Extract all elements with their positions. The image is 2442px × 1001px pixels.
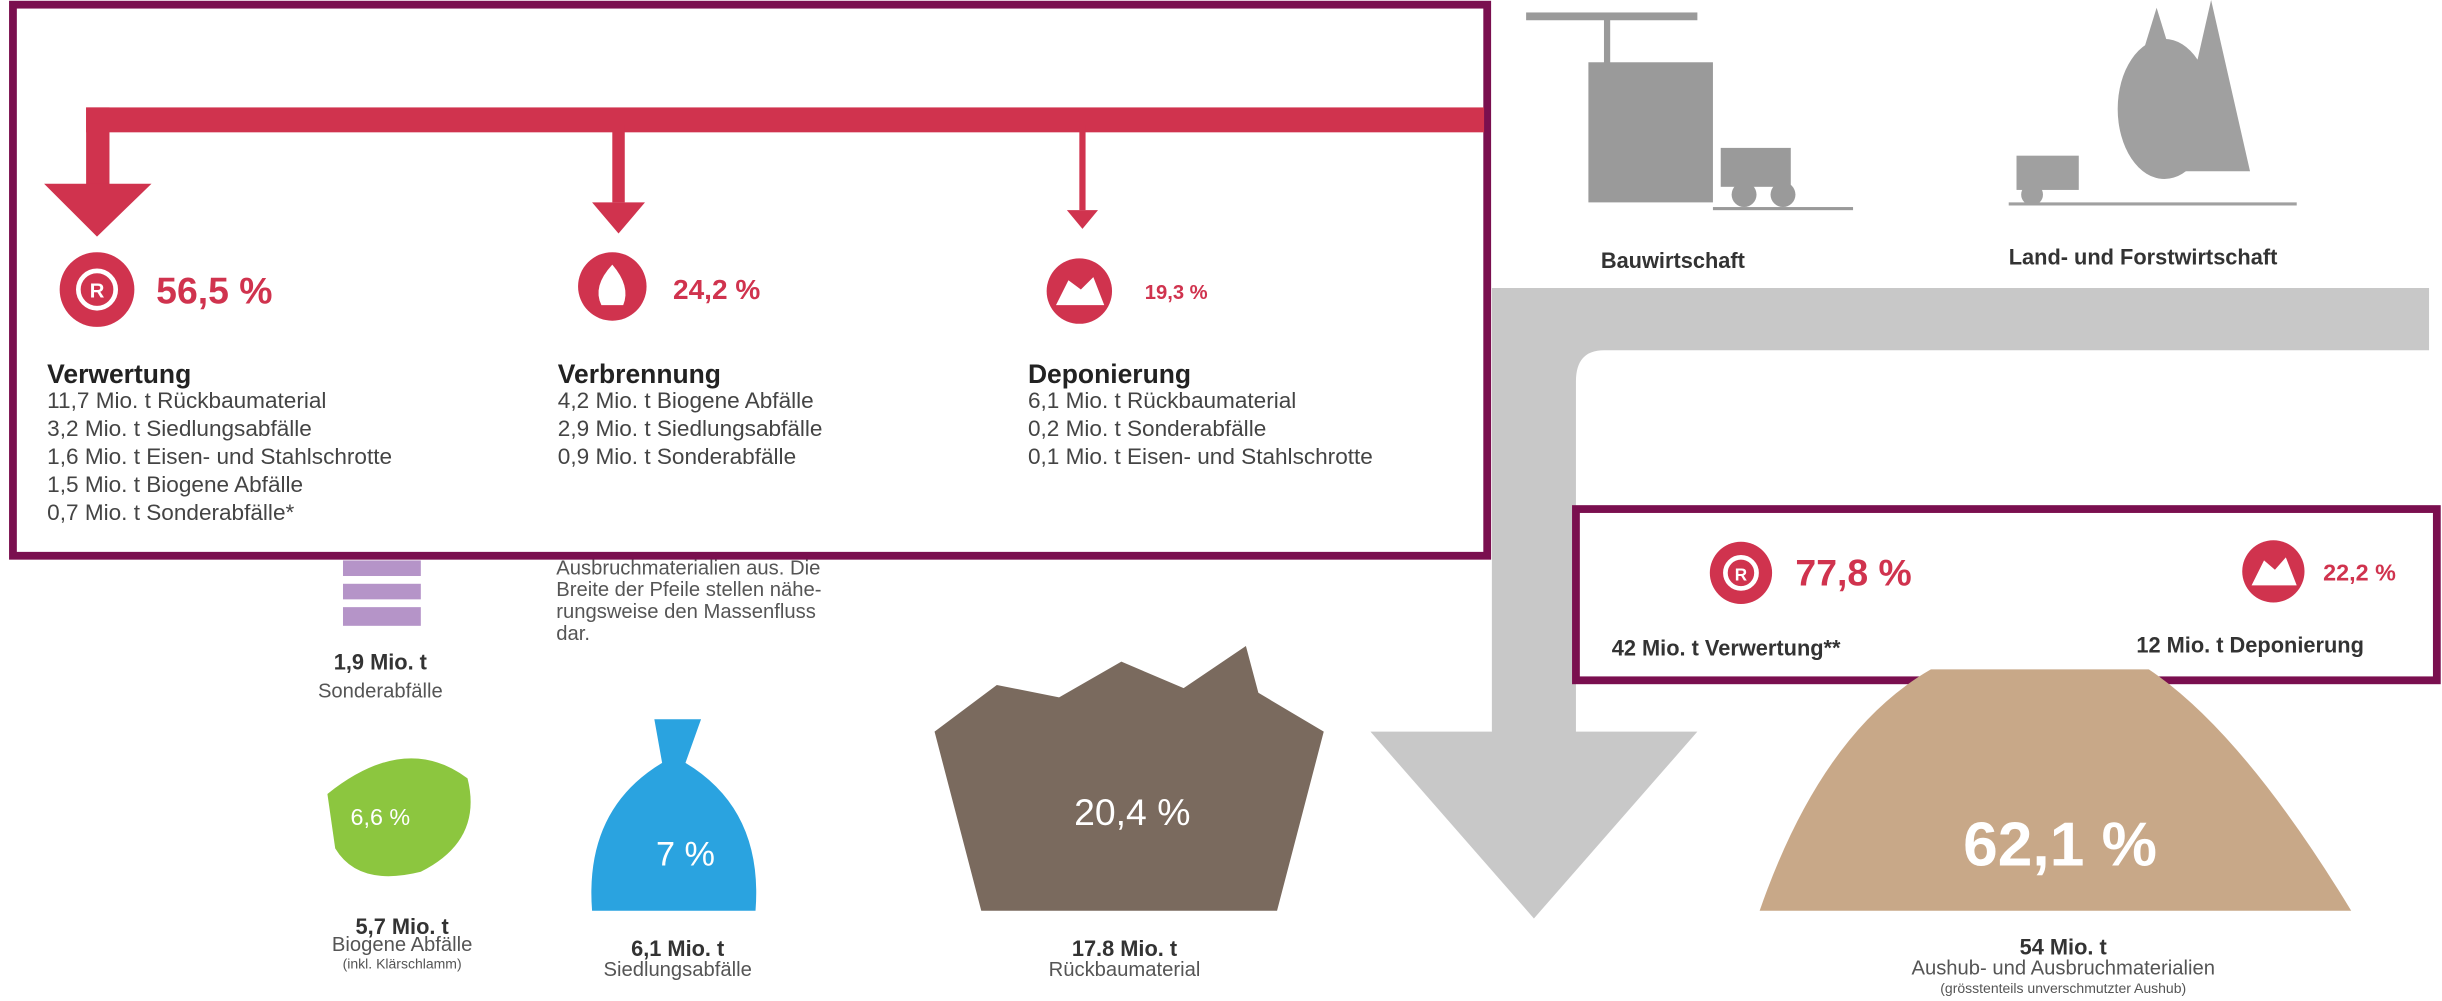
svg-text:R: R (1735, 566, 1747, 585)
waste-name: Sonderabfälle (318, 680, 443, 702)
percent: 6,6 % (350, 804, 410, 830)
column-item: 1,6 Mio. t Eisen- und Stahlschrotte (47, 444, 392, 469)
left-panel (9, 0, 1492, 560)
waste-name: Aushub- und Ausbruchmaterialien (1911, 958, 2214, 980)
amount: 54 Mio. t (2020, 934, 2107, 959)
red-flow-arrows (44, 107, 1485, 237)
column-title: Verwertung (47, 359, 191, 389)
waste-note: (inkl. Klärschlamm) (343, 955, 462, 971)
landfill-icon (1046, 258, 1113, 324)
bag-icon (591, 719, 757, 911)
column-item: 2,9 Mio. t Siedlungsabfälle (558, 416, 823, 441)
earth-pile-icon (1759, 669, 2352, 911)
column-item: 0,7 Mio. t Sonderabfälle* (47, 500, 294, 525)
sector-label: Land- und Forstwirtschaft (2009, 245, 2278, 270)
construction-icon (1526, 12, 1854, 211)
skip-icon (934, 646, 1324, 911)
column-title: Verbrennung (558, 359, 721, 389)
percent: 22,2 % (2323, 560, 2396, 586)
recycling-label: 42 Mio. t Verwertung** (1612, 635, 1841, 660)
landfill-label: 12 Mio. t Deponierung (2136, 632, 2364, 657)
column-item: 0,1 Mio. t Eisen- und Stahlschrotte (1028, 444, 1373, 469)
grey-flow-arrow (1370, 288, 2430, 919)
amount: 6,1 Mio. t (631, 936, 724, 961)
column-item: 3,2 Mio. t Siedlungsabfälle (47, 416, 312, 441)
landfill-icon (2242, 540, 2305, 603)
column-item: 0,2 Mio. t Sonderabfälle (1028, 416, 1266, 441)
column-item: 1,5 Mio. t Biogene Abfälle (47, 472, 303, 497)
fire-icon (578, 252, 647, 321)
note-line: Ausbruchmaterialien aus. Die (556, 557, 820, 579)
percent: 19,3 % (1145, 282, 1208, 304)
amount: 17.8 Mio. t (1072, 936, 1177, 961)
column-item: 11,7 Mio. t Rückbaumaterial (47, 388, 326, 413)
waste-name: Biogene Abfälle (332, 934, 473, 956)
forest-icon (2008, 0, 2297, 206)
recycle-icon: R (1709, 541, 1773, 605)
waste-name: Siedlungsabfälle (603, 959, 751, 981)
percent: 62,1 % (1963, 811, 2157, 880)
percent: 24,2 % (673, 274, 760, 305)
column-title: Deponierung (1028, 359, 1191, 389)
waste-name: Rückbaumaterial (1049, 959, 1201, 981)
barrel-icon (342, 560, 421, 626)
amount: 1,9 Mio. t (334, 649, 427, 674)
svg-text:R: R (90, 280, 105, 302)
waste-note: (grösstenteils unverschmutzter Aushub) (1940, 980, 2186, 996)
recycle-icon: R (59, 252, 135, 327)
percent: 7 % (656, 836, 715, 874)
sector-label: Bauwirtschaft (1601, 248, 1745, 273)
percent: 77,8 % (1795, 551, 1911, 593)
percent: 20,4 % (1074, 791, 1190, 833)
note-line: rungsweise den Massenfluss (556, 601, 816, 623)
amount: 5,7 Mio. t (356, 914, 449, 939)
note-line: dar. (556, 623, 590, 645)
column-item: 4,2 Mio. t Biogene Abfälle (558, 388, 814, 413)
percent: 56,5 % (156, 270, 272, 312)
column-item: 6,1 Mio. t Rückbaumaterial (1028, 388, 1296, 413)
column-item: 0,9 Mio. t Sonderabfälle (558, 444, 796, 469)
note-line: Breite der Pfeile stellen nähe- (556, 579, 821, 601)
leaf-icon (327, 758, 471, 877)
